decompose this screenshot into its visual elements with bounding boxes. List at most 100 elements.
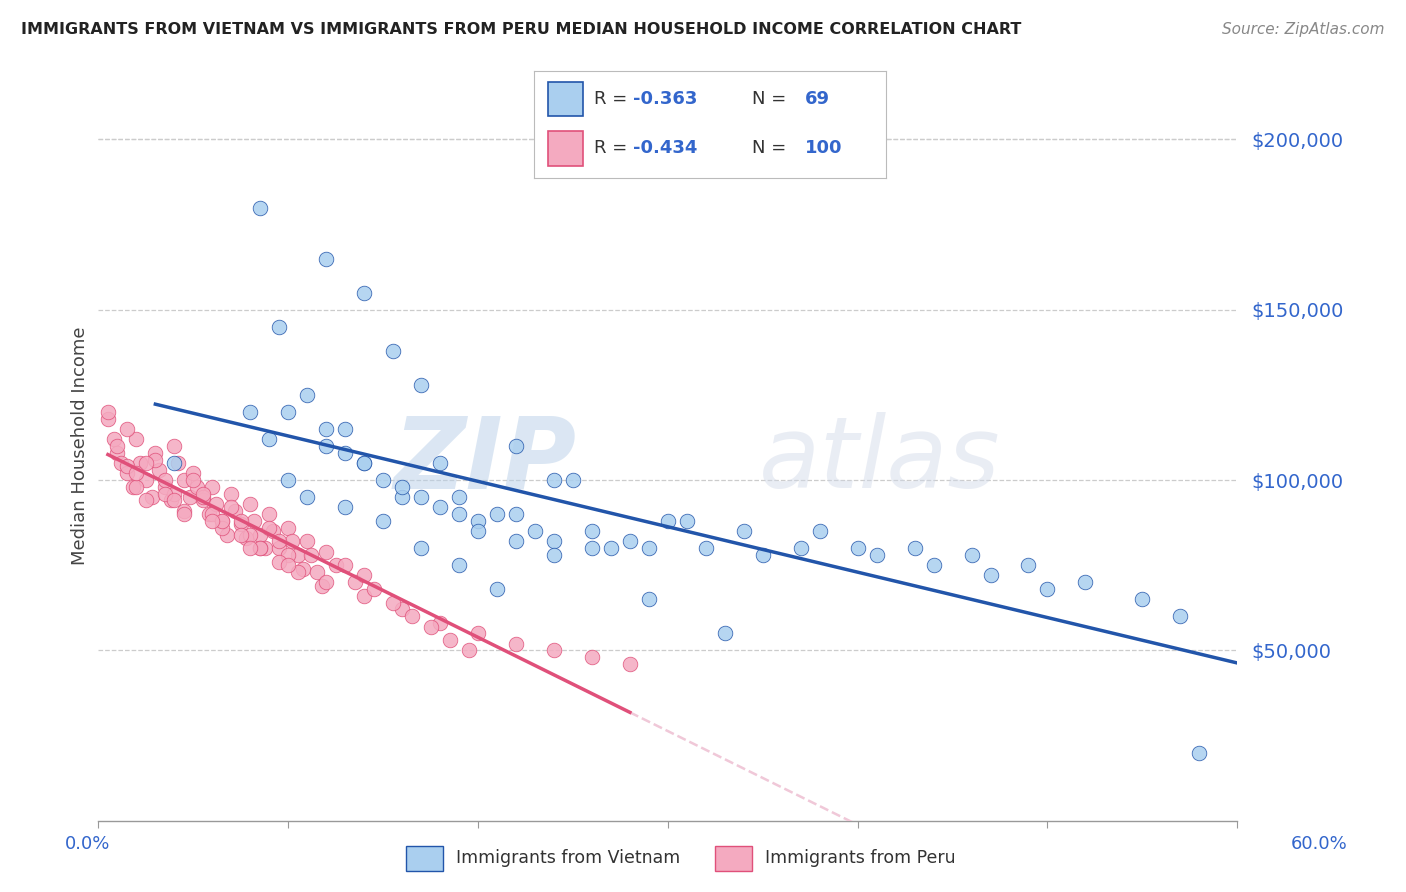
Point (1188, 746, 1211, 760)
Point (353, 568, 375, 582)
Point (790, 541, 813, 556)
Point (217, 527, 239, 541)
Point (297, 490, 319, 504)
Point (311, 579, 333, 593)
Point (121, 480, 143, 494)
Point (145, 446, 167, 460)
Point (159, 493, 181, 508)
Point (429, 616, 451, 631)
Point (1170, 609, 1192, 624)
Point (135, 456, 157, 470)
Point (205, 497, 228, 511)
Bar (548, 82, 583, 116)
Point (277, 558, 299, 573)
Point (505, 534, 527, 549)
Point (419, 619, 441, 633)
Text: 100: 100 (804, 139, 842, 157)
Bar (548, 131, 583, 166)
Bar (406, 846, 443, 871)
Point (657, 514, 679, 528)
Point (211, 521, 233, 535)
Point (262, 524, 284, 538)
Point (249, 527, 271, 541)
Point (1132, 592, 1154, 607)
Text: ZIP: ZIP (394, 412, 576, 509)
Point (201, 480, 224, 494)
Point (239, 541, 262, 556)
Text: atlas: atlas (759, 412, 1001, 509)
Point (239, 497, 262, 511)
Point (353, 285, 375, 300)
Point (107, 439, 129, 453)
Point (115, 467, 138, 481)
Point (467, 524, 489, 538)
Point (201, 514, 224, 528)
Point (1018, 558, 1040, 573)
Point (281, 534, 304, 549)
Point (183, 473, 205, 487)
Point (305, 565, 328, 579)
Point (315, 439, 337, 453)
Point (135, 493, 157, 508)
Point (449, 558, 471, 573)
Point (163, 456, 186, 470)
Point (505, 507, 527, 521)
Point (277, 548, 299, 562)
Point (619, 657, 641, 671)
Point (335, 446, 357, 460)
Point (221, 500, 243, 515)
Point (439, 633, 461, 648)
Point (695, 541, 717, 556)
Point (249, 201, 271, 215)
Point (239, 527, 262, 541)
Point (543, 534, 565, 549)
Point (292, 561, 315, 575)
Point (125, 480, 148, 494)
Point (381, 343, 404, 358)
Point (299, 548, 322, 562)
Point (467, 626, 489, 640)
Text: 69: 69 (804, 90, 830, 108)
Point (259, 507, 281, 521)
Point (267, 541, 290, 556)
Point (287, 548, 309, 562)
Point (353, 456, 375, 470)
Point (129, 456, 152, 470)
Point (267, 534, 290, 549)
Point (714, 626, 737, 640)
Point (267, 319, 290, 334)
Point (922, 558, 945, 573)
Point (619, 534, 641, 549)
Point (229, 517, 252, 532)
Point (733, 524, 755, 538)
Point (211, 514, 233, 528)
Point (115, 422, 138, 436)
Point (148, 463, 170, 477)
Point (163, 493, 186, 508)
Point (183, 467, 205, 481)
Point (343, 575, 366, 590)
Point (467, 514, 489, 528)
Point (371, 514, 394, 528)
Point (846, 541, 869, 556)
Point (979, 568, 1001, 582)
Point (277, 473, 299, 487)
Point (315, 252, 337, 266)
Point (249, 541, 271, 556)
Point (235, 531, 257, 545)
Point (315, 422, 337, 436)
Point (229, 527, 252, 541)
Point (401, 609, 423, 624)
Point (315, 544, 337, 558)
Point (191, 493, 214, 508)
Point (179, 490, 201, 504)
Point (676, 514, 699, 528)
Point (335, 558, 357, 573)
Point (391, 480, 413, 494)
Point (449, 490, 471, 504)
Point (581, 650, 603, 665)
Point (97, 411, 120, 425)
Point (335, 422, 357, 436)
Point (505, 636, 527, 650)
Point (243, 514, 266, 528)
